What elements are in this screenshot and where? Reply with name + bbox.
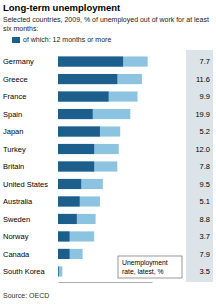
category-label: Sweden <box>3 215 30 224</box>
bar <box>58 91 138 101</box>
category-label: Japan <box>3 127 23 136</box>
bar <box>58 249 70 259</box>
category-label: United States <box>3 180 48 189</box>
chart: Long-term unemployment Selected countries… <box>0 0 216 304</box>
rate-label: 9.9 <box>200 92 210 101</box>
rate-label: 5.1 <box>200 197 210 206</box>
rate-label: 3.7 <box>200 232 210 241</box>
bar <box>58 266 62 276</box>
bar <box>58 109 130 119</box>
category-label: Canada <box>3 250 30 259</box>
bar <box>58 56 123 66</box>
bar <box>58 231 94 241</box>
bar <box>58 214 96 224</box>
category-label: Spain <box>3 110 22 119</box>
bar <box>58 214 77 224</box>
category-label: Turkey <box>3 145 26 154</box>
category-label: Germany <box>3 57 34 66</box>
legend-label: of which: 12 months or more <box>23 36 111 43</box>
bar <box>58 91 109 101</box>
rate-label: 12.0 <box>195 145 210 154</box>
category-label: Australia <box>3 197 33 206</box>
rate-title-box: Unemploymentrate, latest, % <box>118 256 182 278</box>
rate-label: 8.8 <box>200 215 210 224</box>
rate-label: 7.9 <box>200 250 210 259</box>
rate-label: 3.5 <box>200 267 210 276</box>
x-axis-line <box>59 282 153 283</box>
bar <box>58 179 81 189</box>
bar <box>58 144 94 154</box>
bars <box>58 56 148 276</box>
source: Source: OECD <box>3 292 49 299</box>
bar <box>58 74 117 84</box>
bar <box>58 144 119 154</box>
rate-label: 11.6 <box>196 75 210 84</box>
bar <box>58 231 70 241</box>
category-label: France <box>3 92 26 101</box>
rate-label: 19.9 <box>195 110 210 119</box>
rate-label: 5.2 <box>200 127 210 136</box>
bar <box>58 249 83 259</box>
title: Long-term unemployment <box>3 2 121 13</box>
bar <box>58 109 93 119</box>
rate-label: 7.8 <box>200 162 210 171</box>
bar <box>58 266 59 276</box>
subtitle: Selected countries, 2009, % of unemploye… <box>3 16 209 32</box>
bar <box>58 179 103 189</box>
bar <box>58 126 100 136</box>
x-axis <box>59 282 153 283</box>
bar <box>58 161 94 171</box>
category-label: Britain <box>3 162 24 171</box>
bar <box>58 74 142 84</box>
bar <box>58 126 120 136</box>
bar <box>58 196 100 206</box>
bar <box>58 196 80 206</box>
category-label: Greece <box>3 75 28 84</box>
bar <box>58 56 148 66</box>
rate-title-frame <box>118 256 182 278</box>
category-label: South Korea <box>3 267 46 276</box>
rate-label: 7.7 <box>200 57 210 66</box>
rate-title: Unemploymentrate, latest, % <box>122 259 168 275</box>
rate-column <box>186 50 213 282</box>
bar <box>58 161 117 171</box>
rate-label: 9.5 <box>200 180 210 189</box>
category-label: Norway <box>3 232 29 241</box>
legend-swatch <box>12 37 20 43</box>
